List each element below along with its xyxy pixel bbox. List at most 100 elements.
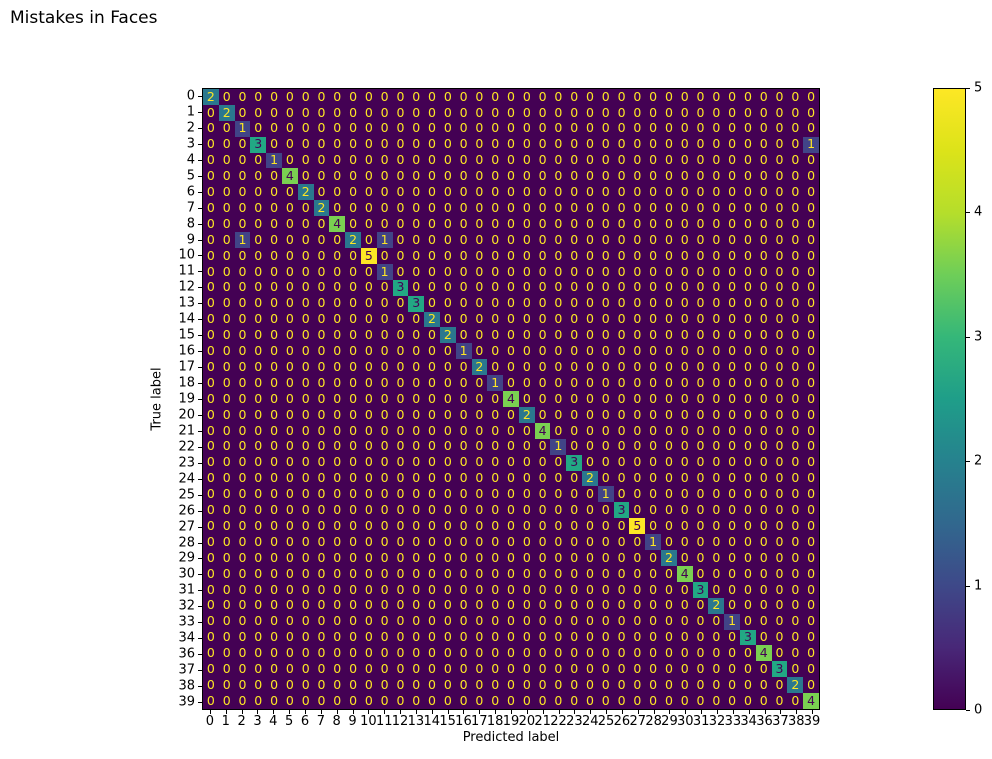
matrix-cell: 0	[392, 534, 409, 551]
matrix-cell: 0	[803, 104, 819, 121]
matrix-cell: 0	[392, 263, 409, 280]
matrix-cell: 0	[345, 565, 361, 582]
matrix-cell: 0	[803, 89, 819, 105]
y-tick-mark	[198, 319, 202, 321]
matrix-cell: 0	[740, 677, 756, 694]
matrix-cell: 0	[234, 104, 251, 121]
matrix-cell: 0	[424, 104, 440, 121]
matrix-cell: 0	[234, 613, 251, 630]
matrix-cell: 0	[708, 136, 725, 153]
matrix-cell: 0	[676, 295, 693, 312]
matrix-cell: 0	[218, 645, 235, 662]
matrix-cell: 0	[297, 104, 314, 121]
colorbar-tick-label: 3	[974, 329, 983, 345]
matrix-cell: 0	[218, 534, 235, 551]
y-tick-mark	[198, 590, 202, 592]
matrix-cell: 0	[345, 661, 361, 678]
matrix-cell: 0	[297, 597, 314, 614]
matrix-cell: 0	[408, 629, 425, 646]
matrix-cell: 0	[566, 550, 583, 566]
matrix-cell: 0	[582, 120, 598, 137]
matrix-cell: 2	[582, 470, 598, 487]
x-tick-mark	[701, 710, 703, 714]
matrix-cell: 0	[740, 597, 756, 614]
x-tick-mark	[479, 710, 481, 714]
matrix-cell: 0	[692, 550, 709, 566]
matrix-cell: 0	[550, 629, 567, 646]
matrix-cell: 0	[313, 311, 330, 328]
matrix-cell: 0	[203, 518, 219, 535]
matrix-cell: 0	[455, 486, 472, 503]
matrix-cell: 0	[692, 120, 709, 137]
matrix-cell: 0	[345, 89, 361, 105]
matrix-cell: 0	[740, 613, 756, 630]
matrix-cell: 1	[597, 486, 614, 503]
matrix-cell: 0	[313, 136, 330, 153]
matrix-cell: 0	[518, 104, 535, 121]
matrix-cell: 0	[471, 279, 488, 296]
matrix-cell: 0	[787, 343, 804, 360]
matrix-cell: 0	[629, 613, 646, 630]
matrix-cell: 0	[755, 136, 772, 153]
matrix-cell: 0	[613, 295, 630, 312]
matrix-cell: 0	[376, 104, 393, 121]
matrix-cell: 0	[771, 295, 788, 312]
matrix-cell: 0	[661, 375, 677, 392]
matrix-cell: 0	[787, 152, 804, 169]
matrix-cell: 0	[582, 184, 598, 201]
matrix-cell: 0	[613, 216, 630, 233]
matrix-cell: 0	[645, 597, 662, 614]
matrix-cell: 0	[471, 136, 488, 153]
matrix-cell: 0	[645, 502, 662, 519]
matrix-cell: 0	[439, 470, 456, 487]
matrix-cell: 0	[550, 232, 567, 248]
matrix-cell: 0	[503, 629, 519, 646]
matrix-cell: 0	[613, 629, 630, 646]
matrix-cell: 0	[203, 327, 219, 344]
matrix-cell: 0	[281, 486, 298, 503]
matrix-cell: 0	[218, 279, 235, 296]
matrix-cell: 0	[439, 438, 456, 455]
matrix-cell: 0	[566, 136, 583, 153]
matrix-cell: 0	[629, 677, 646, 694]
matrix-cell: 3	[408, 295, 425, 312]
matrix-cell: 0	[550, 693, 567, 709]
matrix-cell: 0	[566, 629, 583, 646]
matrix-cell: 0	[455, 613, 472, 630]
matrix-cell: 0	[218, 661, 235, 678]
matrix-cell: 0	[455, 534, 472, 551]
matrix-cell: 0	[424, 661, 440, 678]
matrix-cell: 0	[518, 136, 535, 153]
matrix-cell: 0	[424, 279, 440, 296]
matrix-cell: 0	[266, 168, 282, 185]
matrix-cell: 0	[566, 216, 583, 233]
matrix-cell: 0	[692, 661, 709, 678]
matrix-cell: 0	[218, 550, 235, 566]
matrix-cell: 0	[534, 359, 551, 376]
matrix-cell: 0	[724, 422, 741, 439]
matrix-cell: 0	[645, 613, 662, 630]
matrix-cell: 0	[424, 470, 440, 487]
matrix-cell: 0	[329, 136, 346, 153]
matrix-cell: 0	[692, 677, 709, 694]
matrix-cell: 0	[424, 89, 440, 105]
matrix-cell: 0	[582, 89, 598, 105]
matrix-cell: 0	[455, 454, 472, 471]
y-tick-mark	[198, 159, 202, 161]
x-tick-mark	[495, 710, 497, 714]
matrix-cell: 0	[376, 661, 393, 678]
matrix-cell: 0	[692, 104, 709, 121]
matrix-cell: 0	[392, 120, 409, 137]
matrix-cell: 0	[392, 152, 409, 169]
matrix-cell: 0	[566, 311, 583, 328]
matrix-cell: 0	[518, 311, 535, 328]
matrix-cell: 0	[218, 359, 235, 376]
matrix-cell: 0	[487, 502, 504, 519]
matrix-cell: 0	[740, 168, 756, 185]
matrix-cell: 0	[471, 518, 488, 535]
matrix-cell: 0	[250, 375, 267, 392]
matrix-cell: 0	[645, 518, 662, 535]
matrix-cell: 0	[566, 327, 583, 344]
matrix-cell: 0	[740, 375, 756, 392]
